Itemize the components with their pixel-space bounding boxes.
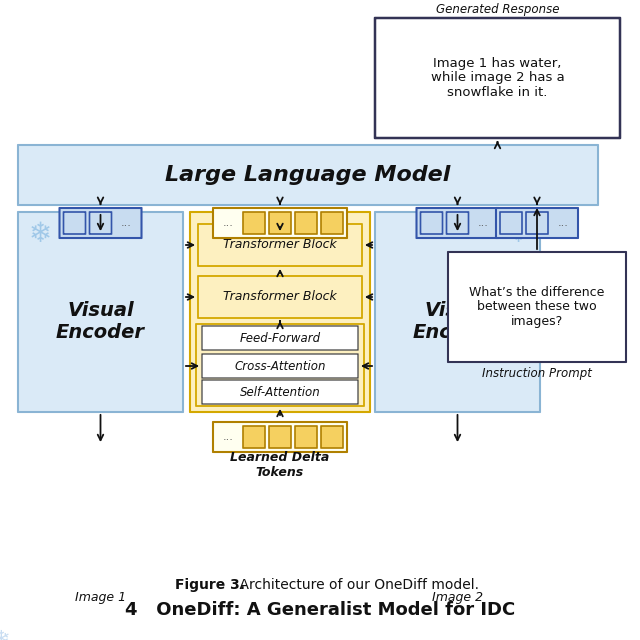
FancyBboxPatch shape <box>202 380 358 404</box>
Text: Generated Response: Generated Response <box>436 3 559 17</box>
Text: ❄: ❄ <box>506 220 530 248</box>
FancyBboxPatch shape <box>243 426 265 448</box>
FancyBboxPatch shape <box>321 212 343 234</box>
FancyBboxPatch shape <box>420 212 442 234</box>
Text: What’s the difference
between these two
images?: What’s the difference between these two … <box>469 285 605 328</box>
Text: Visual
Encoder: Visual Encoder <box>56 301 145 342</box>
FancyBboxPatch shape <box>196 324 364 406</box>
Text: 4   OneDiff: A Generalist Model for IDC: 4 OneDiff: A Generalist Model for IDC <box>125 601 515 619</box>
FancyBboxPatch shape <box>63 212 86 234</box>
Text: Self-Attention: Self-Attention <box>239 385 321 399</box>
FancyBboxPatch shape <box>202 354 358 378</box>
Text: Image 2: Image 2 <box>432 591 483 604</box>
FancyBboxPatch shape <box>18 212 183 412</box>
FancyBboxPatch shape <box>202 326 358 350</box>
Text: Feed-Forward: Feed-Forward <box>239 332 321 344</box>
FancyBboxPatch shape <box>60 208 141 238</box>
FancyBboxPatch shape <box>295 212 317 234</box>
FancyBboxPatch shape <box>321 426 343 448</box>
Text: ❄: ❄ <box>28 220 52 248</box>
Text: ...: ... <box>557 218 568 228</box>
FancyBboxPatch shape <box>295 426 317 448</box>
FancyBboxPatch shape <box>448 252 626 362</box>
FancyBboxPatch shape <box>198 224 362 266</box>
Text: Learned Delta
Tokens: Learned Delta Tokens <box>230 451 330 479</box>
FancyBboxPatch shape <box>447 212 468 234</box>
FancyBboxPatch shape <box>213 208 347 238</box>
FancyBboxPatch shape <box>243 212 265 234</box>
FancyBboxPatch shape <box>375 212 540 412</box>
FancyBboxPatch shape <box>269 212 291 234</box>
Text: Transformer Block: Transformer Block <box>223 291 337 303</box>
FancyBboxPatch shape <box>526 212 548 234</box>
Text: Large Language Model: Large Language Model <box>165 165 451 185</box>
FancyBboxPatch shape <box>18 145 598 205</box>
FancyBboxPatch shape <box>190 212 370 412</box>
FancyBboxPatch shape <box>198 276 362 318</box>
Text: Image 1 has water,
while image 2 has a
snowflake in it.: Image 1 has water, while image 2 has a s… <box>431 56 564 99</box>
Text: Figure 3.: Figure 3. <box>175 578 245 592</box>
FancyBboxPatch shape <box>213 422 347 452</box>
FancyBboxPatch shape <box>269 426 291 448</box>
Text: Visual
Encoder: Visual Encoder <box>413 301 502 342</box>
Text: Instruction Prompt: Instruction Prompt <box>482 367 592 381</box>
FancyBboxPatch shape <box>496 208 578 238</box>
FancyBboxPatch shape <box>500 212 522 234</box>
Text: Cross-Attention: Cross-Attention <box>234 360 326 372</box>
Text: Transformer Block: Transformer Block <box>223 239 337 252</box>
FancyBboxPatch shape <box>417 208 499 238</box>
Text: Architecture of our OneDiff model.: Architecture of our OneDiff model. <box>221 578 479 592</box>
Text: ...: ... <box>223 432 234 442</box>
FancyBboxPatch shape <box>90 212 111 234</box>
Text: ...: ... <box>478 218 489 228</box>
FancyBboxPatch shape <box>375 18 620 138</box>
Text: ...: ... <box>223 218 234 228</box>
Text: ...: ... <box>121 218 132 228</box>
Text: Image 1: Image 1 <box>75 591 126 604</box>
